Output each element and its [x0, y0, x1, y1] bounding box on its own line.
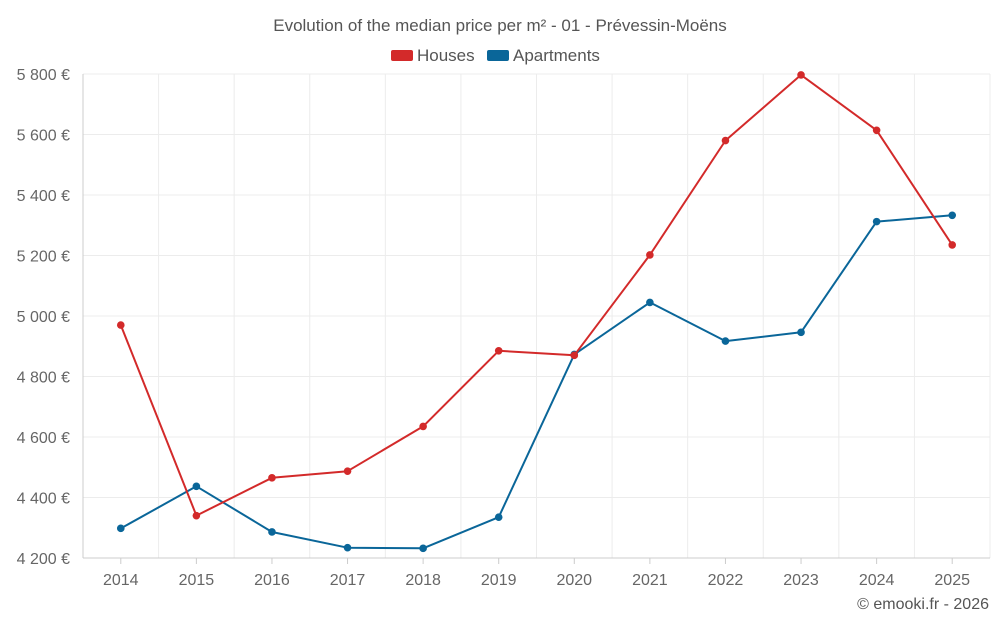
y-tick-label: 4 800 € — [17, 370, 70, 387]
data-point-houses[interactable] — [343, 467, 352, 475]
data-point-houses[interactable] — [116, 321, 125, 329]
data-point-apartments[interactable] — [646, 298, 654, 307]
data-point-houses[interactable] — [797, 71, 805, 79]
data-point-houses[interactable] — [494, 346, 503, 355]
axes: 4 200 € 4 400 € 4 600 € 4 800 € 5 000 € 5 200… — [17, 67, 990, 589]
legend-label-apartments[interactable]: Apartments — [513, 46, 600, 65]
x-tick-label: 2025 — [934, 572, 970, 589]
data-point-apartments[interactable] — [797, 328, 805, 337]
legend-swatch-apartments — [487, 50, 509, 61]
y-tick-label: 5 000 € — [17, 309, 70, 326]
data-point-houses[interactable] — [948, 241, 957, 249]
data-point-houses[interactable] — [872, 126, 881, 135]
series — [116, 71, 957, 553]
data-point-houses[interactable] — [646, 251, 654, 259]
x-tick-label: 2019 — [481, 572, 517, 589]
x-tick-label: 2021 — [632, 572, 668, 589]
x-tick-label: 2018 — [405, 572, 441, 589]
y-tick-label: 4 200 € — [17, 551, 70, 568]
legend-label-houses[interactable]: Houses — [417, 46, 475, 65]
x-tick-label: 2016 — [254, 572, 290, 589]
data-point-apartments[interactable] — [419, 544, 427, 553]
chart-title: Evolution of the median price per m² - 0… — [273, 16, 727, 35]
x-tick-label: 2022 — [708, 572, 744, 589]
data-point-houses[interactable] — [268, 474, 276, 482]
legend-swatch-houses — [391, 50, 413, 61]
y-tick-label: 5 200 € — [17, 249, 70, 266]
y-tick-label: 4 400 € — [17, 491, 70, 508]
x-tick-label: 2015 — [179, 572, 215, 589]
data-point-houses[interactable] — [192, 511, 201, 520]
x-tick-label: 2017 — [330, 572, 366, 589]
data-point-houses[interactable] — [721, 136, 730, 145]
data-point-houses[interactable] — [419, 422, 427, 431]
data-point-apartments[interactable] — [116, 524, 125, 533]
credit-text: © emooki.fr - 2026 — [857, 596, 989, 613]
data-point-houses[interactable] — [570, 351, 579, 360]
y-tick-label: 5 600 € — [17, 128, 70, 145]
data-point-apartments[interactable] — [268, 528, 276, 536]
x-tick-label: 2023 — [783, 572, 819, 589]
data-point-apartments[interactable] — [192, 482, 201, 491]
data-point-apartments[interactable] — [872, 217, 881, 226]
x-tick-label: 2020 — [556, 572, 592, 589]
data-point-apartments[interactable] — [494, 513, 503, 521]
y-tick-label: 4 600 € — [17, 430, 70, 447]
data-point-apartments[interactable] — [948, 211, 957, 220]
legend: Houses Apartments — [391, 46, 600, 65]
data-point-apartments[interactable] — [343, 543, 352, 552]
x-tick-label: 2024 — [859, 572, 895, 589]
grid — [83, 73, 991, 558]
y-tick-label: 5 800 € — [17, 67, 70, 84]
data-point-apartments[interactable] — [721, 337, 730, 345]
x-tick-label: 2014 — [103, 572, 139, 589]
series-line-apartments — [120, 214, 953, 550]
series-line-houses — [119, 73, 954, 517]
y-tick-label: 5 400 € — [17, 188, 70, 205]
